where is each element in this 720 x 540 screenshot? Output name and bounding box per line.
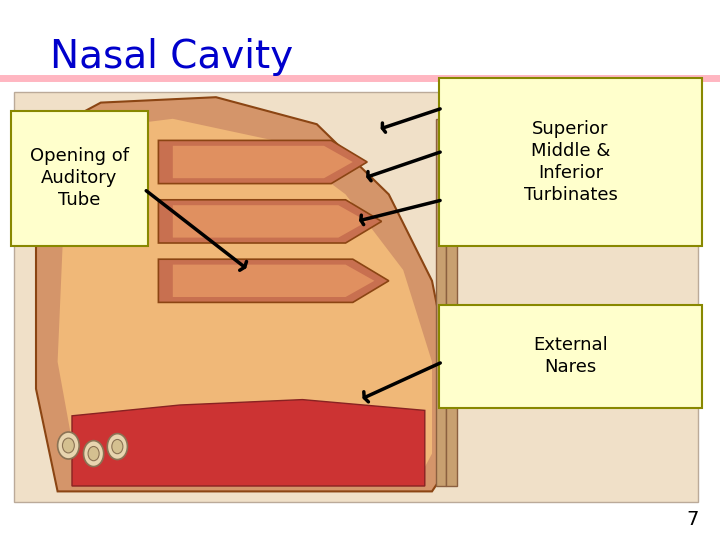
- Polygon shape: [436, 119, 446, 486]
- FancyBboxPatch shape: [439, 305, 702, 408]
- Polygon shape: [58, 119, 432, 481]
- Text: 7: 7: [686, 510, 698, 529]
- Ellipse shape: [84, 441, 104, 467]
- Polygon shape: [173, 205, 367, 238]
- Polygon shape: [158, 259, 389, 302]
- Polygon shape: [158, 200, 382, 243]
- FancyBboxPatch shape: [439, 78, 702, 246]
- Ellipse shape: [88, 447, 99, 461]
- Polygon shape: [72, 400, 425, 486]
- Polygon shape: [36, 97, 454, 491]
- Ellipse shape: [107, 434, 127, 460]
- Text: Opening of
Auditory
Tube: Opening of Auditory Tube: [30, 147, 129, 210]
- Polygon shape: [173, 146, 353, 178]
- Text: External
Nares: External Nares: [534, 336, 608, 376]
- Polygon shape: [158, 140, 367, 184]
- FancyBboxPatch shape: [11, 111, 148, 246]
- Ellipse shape: [58, 432, 79, 459]
- Ellipse shape: [112, 440, 123, 454]
- Polygon shape: [446, 135, 457, 486]
- Polygon shape: [173, 265, 374, 297]
- Text: Nasal Cavity: Nasal Cavity: [50, 38, 294, 76]
- Ellipse shape: [63, 438, 74, 453]
- Text: Superior
Middle &
Inferior
Turbinates: Superior Middle & Inferior Turbinates: [523, 120, 618, 204]
- FancyBboxPatch shape: [14, 92, 698, 502]
